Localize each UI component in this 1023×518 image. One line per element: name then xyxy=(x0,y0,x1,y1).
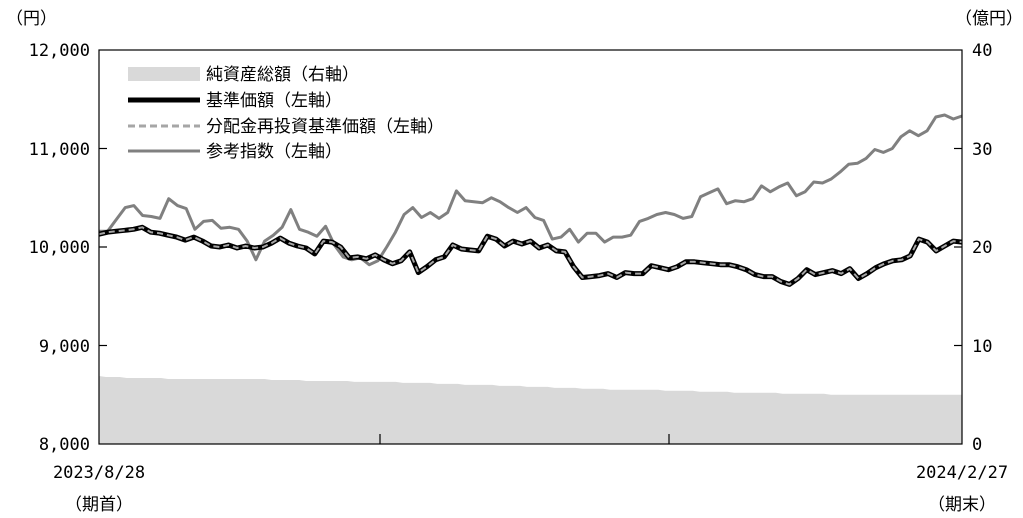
x-start-label: 2023/8/28 xyxy=(53,463,145,483)
series-reference-index-line xyxy=(99,113,963,267)
legend-label-reference-index: 参考指数（左軸） xyxy=(206,142,342,162)
legend-swatch-net-assets xyxy=(128,67,200,81)
y-left-tick-label: 12,000 xyxy=(29,41,90,61)
series-reinvested-nav-line xyxy=(98,226,963,286)
legend: 純資産総額（右軸） 基準価額（左軸） 分配金再投資基準価額（左軸） 参考指数（左… xyxy=(128,65,444,162)
y-left-tick-label: 10,000 xyxy=(29,238,90,258)
y-left-tick-label: 9,000 xyxy=(39,337,90,357)
y-left-tick-label: 11,000 xyxy=(29,140,90,160)
x-start-sublabel: （期首） xyxy=(65,495,133,515)
legend-label-reinvested-nav: 分配金再投資基準価額（左軸） xyxy=(206,117,444,137)
y-right-tick-label: 10 xyxy=(972,337,992,357)
y-right-tick-label: 30 xyxy=(972,140,992,160)
y-right-unit: （億円） xyxy=(955,9,1023,29)
x-end-sublabel: （期末） xyxy=(928,495,996,515)
y-left-unit: （円） xyxy=(6,9,57,29)
legend-label-nav: 基準価額（左軸） xyxy=(206,91,342,111)
series-nav-line xyxy=(98,224,963,287)
series-net-assets-area xyxy=(99,376,962,444)
x-end-label: 2024/2/27 xyxy=(916,463,1008,483)
legend-label-net-assets: 純資産総額（右軸） xyxy=(206,65,359,85)
y-right-tick-label: 20 xyxy=(972,238,992,258)
y-left-tick-label: 8,000 xyxy=(39,435,90,455)
y-right-tick-label: 0 xyxy=(972,435,982,455)
y-right-tick-label: 40 xyxy=(972,41,992,61)
